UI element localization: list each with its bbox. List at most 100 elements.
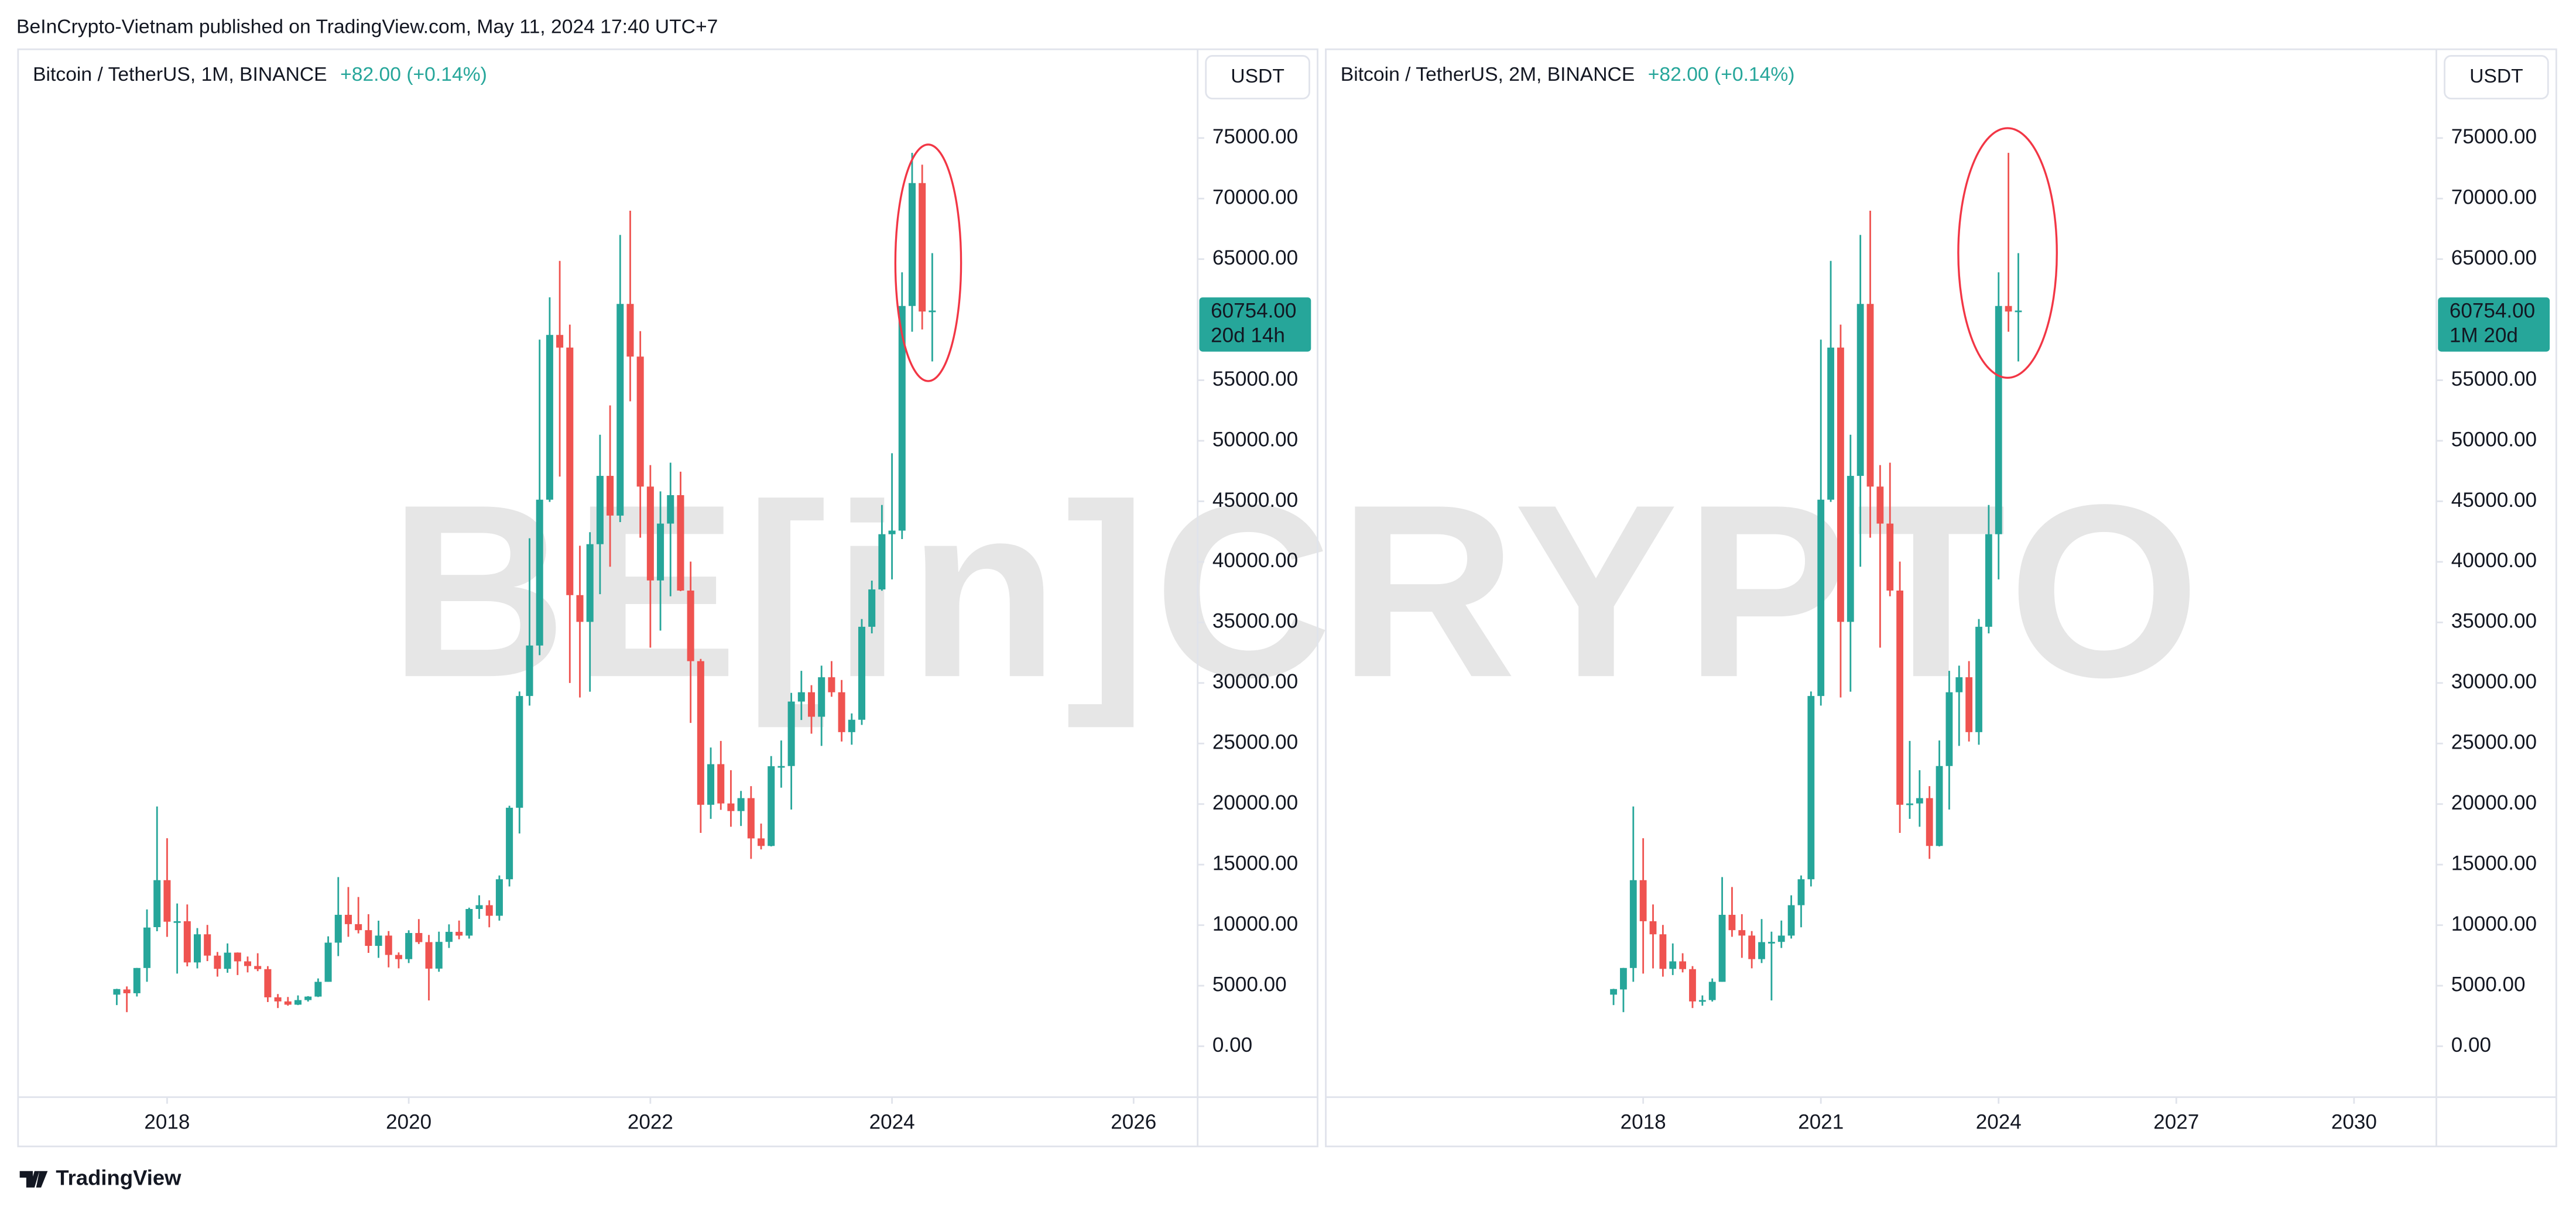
candle-body: [314, 982, 322, 997]
x-tick-label: 2021: [1798, 1111, 1844, 1134]
bar-countdown: 20d 14h: [1211, 324, 1285, 347]
candle-body: [636, 356, 644, 487]
candle-body: [506, 808, 513, 880]
candle-body: [264, 969, 272, 997]
candle-body: [1777, 935, 1785, 942]
y-tick-label: 70000.00: [1212, 186, 1298, 209]
candle-body: [546, 335, 553, 500]
candle-body: [768, 766, 775, 846]
last-price-label: 60754.00: [1211, 300, 1296, 323]
candle-body: [355, 924, 362, 931]
candle-body: [929, 310, 936, 313]
candle-body: [596, 476, 604, 544]
candle-body: [1817, 499, 1825, 697]
candle-body: [1856, 304, 1864, 476]
candle-body: [435, 942, 443, 969]
candle-body: [737, 798, 745, 811]
candle-body: [244, 961, 252, 966]
chart-panel: Bitcoin / TetherUS, 2M, BINANCE +82.00 (+…: [1341, 55, 2550, 1134]
candle-body: [344, 914, 352, 924]
candle-body: [868, 589, 876, 627]
candle-body: [717, 764, 725, 804]
candle-body: [1639, 880, 1647, 921]
candle-body: [163, 880, 171, 922]
candle-body: [485, 905, 493, 916]
candle-body: [445, 932, 453, 942]
candle-body: [898, 306, 906, 531]
candle-body: [758, 838, 765, 846]
candle-body: [284, 1001, 292, 1005]
x-tick-label: 2027: [2153, 1111, 2199, 1134]
candle-body: [254, 966, 262, 969]
candle-body: [274, 997, 282, 1001]
candle-body: [707, 764, 715, 805]
candle-body: [1807, 696, 1815, 880]
candle-body: [334, 914, 342, 943]
candle-body: [1610, 989, 1617, 995]
currency-button: [2444, 55, 2549, 100]
candle-body: [657, 523, 664, 581]
candle-body: [687, 590, 694, 661]
candle-body: [183, 921, 191, 963]
candle-body: [1797, 879, 1805, 905]
candle-body: [1876, 486, 1884, 524]
y-tick-label: 40000.00: [2451, 549, 2537, 572]
candle-body: [385, 935, 392, 955]
y-tick-label: 50000.00: [2451, 428, 2537, 451]
candle-body: [1718, 914, 1726, 982]
left-panel-frame: [17, 48, 1318, 1148]
candle-body: [1837, 347, 1844, 622]
candle-body: [1689, 969, 1696, 1001]
candle-body: [646, 486, 654, 581]
y-tick-label: 20000.00: [2451, 791, 2537, 814]
y-tick-label: 25000.00: [1212, 731, 1298, 754]
y-tick-label: 0.00: [1212, 1034, 1252, 1056]
candle-body: [516, 696, 523, 808]
candle-body: [1659, 934, 1667, 969]
highlight-ellipse: [1957, 127, 2058, 379]
y-tick-label: 75000.00: [1212, 125, 1298, 148]
y-tick-label: 10000.00: [1212, 912, 1298, 935]
candle-body: [1620, 968, 1627, 990]
candle-body: [2005, 306, 2012, 312]
candle-body: [1629, 880, 1637, 968]
candle-body: [123, 989, 131, 993]
candle-body: [878, 534, 886, 590]
candle-body: [1955, 677, 1963, 692]
publish-header: BeInCrypto-Vietnam published on TradingV…: [16, 16, 718, 38]
candle-body: [677, 495, 684, 591]
y-tick-label: 5000.00: [1212, 973, 1287, 996]
candle-body: [304, 996, 312, 1000]
candle-body: [133, 968, 141, 993]
candle-body: [787, 701, 795, 766]
candle-body: [586, 544, 594, 622]
candle-body: [888, 530, 896, 534]
candle-body: [1748, 935, 1756, 959]
candle-body: [536, 499, 543, 646]
candle-body: [143, 927, 151, 968]
candle-body: [777, 766, 785, 768]
candle-body: [365, 930, 372, 946]
y-tick-label: 55000.00: [1212, 368, 1298, 390]
candle-body: [616, 304, 624, 516]
x-tick-label: 2020: [386, 1111, 431, 1134]
candle-body: [1698, 1000, 1706, 1002]
candle-body: [204, 934, 211, 956]
candle-body: [1945, 692, 1953, 766]
chart-title: Bitcoin / TetherUS, 2M, BINANCE +82.00 (+…: [1341, 64, 1795, 85]
y-tick-label: 65000.00: [2451, 246, 2537, 269]
candle-body: [395, 955, 402, 959]
currency-label: USDT: [1231, 66, 1284, 87]
candle-body: [667, 495, 674, 524]
y-tick-label: 50000.00: [1212, 428, 1298, 451]
y-tick-label: 0.00: [2451, 1034, 2491, 1056]
candle-body: [1738, 930, 1746, 936]
symbol-title: Bitcoin / TetherUS, 2M, BINANCE: [1341, 64, 1635, 85]
candle-body: [1896, 590, 1904, 805]
candle-body: [153, 880, 161, 928]
x-tick-label: 2024: [1976, 1111, 2022, 1134]
y-tick-label: 25000.00: [2451, 731, 2537, 754]
candle-body: [1728, 914, 1736, 931]
last-price-badge: [2438, 297, 2550, 352]
